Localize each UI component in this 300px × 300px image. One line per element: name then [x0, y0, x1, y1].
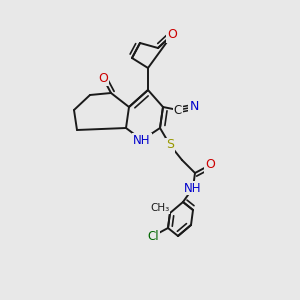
- Text: NH: NH: [184, 182, 202, 194]
- Text: CH₃: CH₃: [150, 203, 170, 213]
- Text: S: S: [166, 139, 174, 152]
- Text: C: C: [174, 103, 182, 116]
- Text: O: O: [167, 28, 177, 41]
- Text: Cl: Cl: [147, 230, 159, 242]
- Text: N: N: [189, 100, 199, 113]
- Text: O: O: [98, 71, 108, 85]
- Text: O: O: [205, 158, 215, 172]
- Text: NH: NH: [133, 134, 151, 146]
